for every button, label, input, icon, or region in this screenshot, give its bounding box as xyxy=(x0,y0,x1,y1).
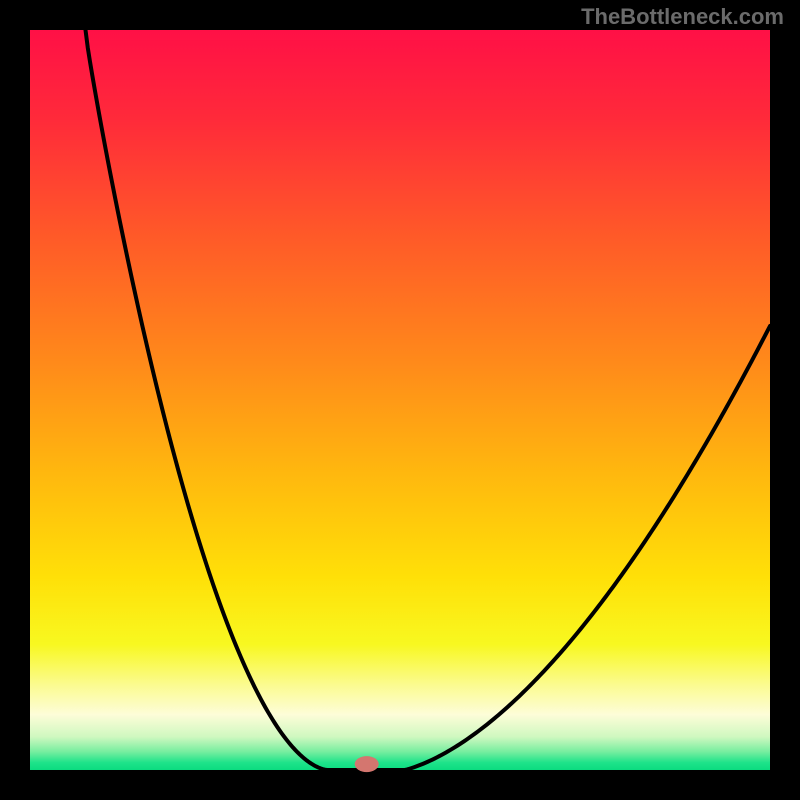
watermark-text: TheBottleneck.com xyxy=(581,4,784,30)
plot-background xyxy=(30,30,770,770)
bottleneck-chart xyxy=(0,0,800,800)
minimum-marker xyxy=(355,756,379,772)
